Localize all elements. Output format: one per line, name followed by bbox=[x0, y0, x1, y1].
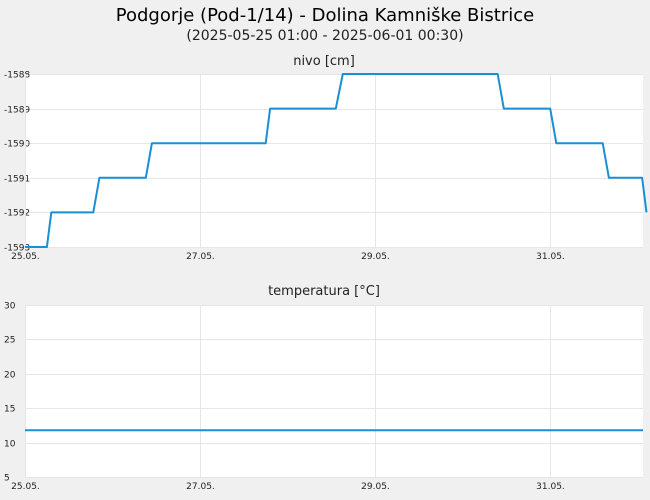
temperature-x-tick-label: 31.05. bbox=[536, 482, 565, 492]
nivo-y-tick-label: -1588 bbox=[4, 71, 30, 81]
nivo-x-tick-label: 29.05. bbox=[361, 252, 390, 262]
temperature-chart: 5 10 15 20 25 30 25.05. 27.05. 29.05. 31.05. bbox=[4, 302, 643, 492]
temperature-y-tick-label: 20 bbox=[4, 371, 16, 381]
nivo-y-tick-label: -1591 bbox=[4, 175, 30, 185]
nivo-x-tick-label: 25.05. bbox=[11, 252, 40, 262]
nivo-series-line bbox=[25, 73, 648, 248]
nivo-x-tick-label: 31.05. bbox=[536, 252, 565, 262]
nivo-y-tick-label: -1589 bbox=[4, 106, 30, 116]
temperature-y-tick-label: 30 bbox=[4, 302, 16, 312]
temperature-y-tick-label: 25 bbox=[4, 336, 15, 346]
nivo-y-tick-label: -1593 bbox=[4, 244, 30, 254]
temperature-x-tick-label: 25.05. bbox=[11, 482, 40, 492]
page-title: Podgorje (Pod-1/14) - Dolina Kamniške Bi… bbox=[116, 5, 534, 26]
temperature-y-tick-label: 5 bbox=[4, 474, 10, 484]
nivo-y-tick-label: -1590 bbox=[4, 140, 30, 150]
temperature-chart-title: temperatura [°C] bbox=[268, 284, 380, 299]
temperature-plot-area bbox=[25, 305, 643, 477]
temperature-x-tick-label: 29.05. bbox=[361, 482, 390, 492]
nivo-y-tick-label: -1592 bbox=[4, 209, 30, 219]
page-subtitle: (2025-05-25 01:00 - 2025-06-01 00:30) bbox=[186, 28, 463, 44]
temperature-y-tick-label: 10 bbox=[4, 440, 16, 450]
temperature-y-tick-label: 15 bbox=[4, 405, 15, 415]
nivo-x-tick-label: 27.05. bbox=[186, 252, 215, 262]
nivo-chart-title: nivo [cm] bbox=[293, 54, 355, 69]
temperature-x-tick-label: 27.05. bbox=[186, 482, 215, 492]
nivo-plot-area bbox=[25, 74, 643, 247]
nivo-chart: -1593 -1592 -1591 -1590 -1589 -1588 25.05. 27.0… bbox=[4, 71, 648, 262]
